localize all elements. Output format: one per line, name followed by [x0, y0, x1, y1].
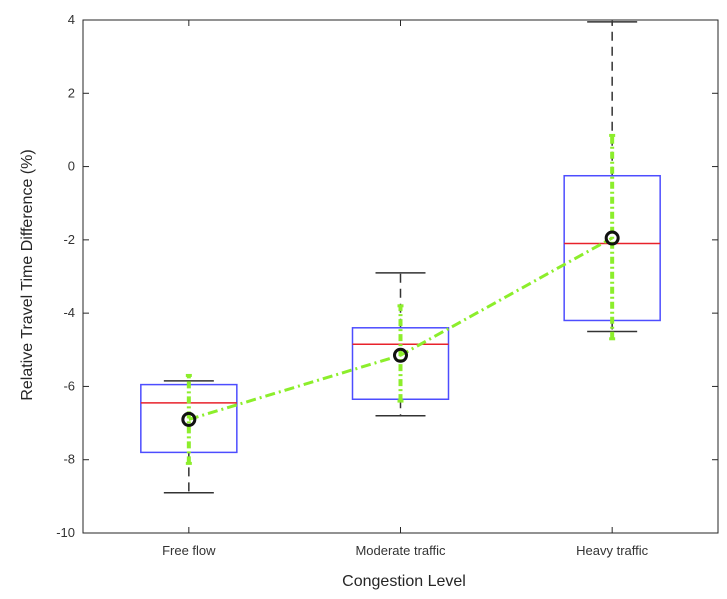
x-tick-label: Moderate traffic: [355, 543, 446, 558]
y-tick-label: -10: [56, 525, 75, 540]
x-axis-title: Congestion Level: [342, 573, 466, 590]
x-tick-label: Free flow: [162, 543, 216, 558]
mean-point: [181, 411, 197, 427]
box-group: [563, 21, 661, 333]
mean-line: [188, 236, 613, 421]
mean-point: [604, 230, 620, 246]
y-tick-label: -4: [63, 305, 75, 320]
x-tick-label: Heavy traffic: [576, 543, 649, 558]
y-tick-label: 4: [68, 12, 75, 27]
mean-point: [393, 347, 408, 363]
y-tick-label: -2: [63, 232, 75, 247]
y-tick-label: -6: [63, 378, 75, 393]
y-axis-title: Relative Travel Time Difference (%): [19, 149, 36, 400]
y-tick-label: -8: [63, 452, 75, 467]
y-tick-label: 2: [68, 85, 75, 100]
y-tick-label: 0: [68, 159, 75, 174]
